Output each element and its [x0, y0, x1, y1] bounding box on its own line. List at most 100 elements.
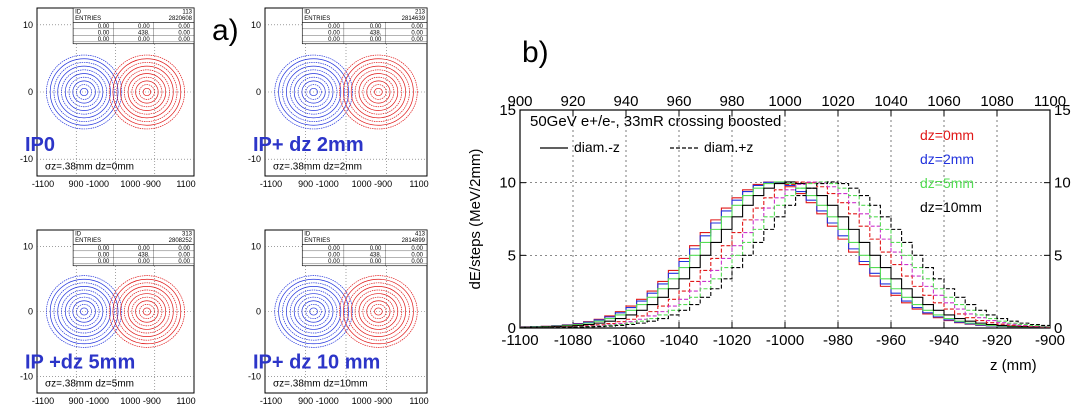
- x-tick-label: -960: [876, 332, 906, 349]
- contour-ring: [305, 84, 322, 100]
- stats-cell: 0.00: [328, 37, 340, 43]
- legend-dz-label: dz=10mm: [920, 199, 982, 215]
- contour-ring: [108, 54, 185, 130]
- legend-dz-label: dz=5mm: [920, 175, 974, 191]
- x-top-tick-label: 1060: [927, 93, 960, 110]
- contour-ring: [142, 307, 152, 316]
- contour-ring: [346, 282, 410, 341]
- x-top-tick-label: 940: [613, 93, 638, 110]
- stats-cell: 438.: [370, 252, 382, 258]
- x-tick-label: -980: [823, 332, 853, 349]
- y-tick-label: 0: [28, 307, 33, 317]
- x-tick-label: 900 -1000: [69, 396, 110, 405]
- contour-ring: [127, 293, 167, 330]
- x-tick-label: -920: [982, 332, 1012, 349]
- y-tick-label: -10: [248, 154, 261, 164]
- x-tick-label: -1060: [607, 332, 645, 349]
- ip-label: IP+ dz 2mm: [253, 134, 364, 156]
- stats-id-value: 313: [182, 232, 193, 238]
- contour-ring: [339, 275, 418, 348]
- sigma-text: σz=.38mm dz=2mm: [273, 161, 362, 172]
- contour-ring: [305, 303, 322, 320]
- x-tick-label: 900 -1000: [298, 396, 339, 405]
- stats-cell: 0.00: [98, 246, 110, 252]
- stats-entries-value: 2814639: [402, 16, 426, 22]
- blue-contours: [46, 54, 123, 130]
- contour-ring: [68, 296, 100, 327]
- contour-ring: [76, 84, 92, 100]
- stats-cell: 0.00: [370, 37, 382, 43]
- contour-ring: [120, 286, 174, 337]
- series-line-6: [520, 181, 1050, 328]
- series-line-5: [520, 181, 1050, 328]
- contour-ring: [366, 80, 391, 104]
- contour-ring: [350, 286, 406, 337]
- contour-ring: [309, 87, 318, 97]
- contour-ring: [79, 307, 89, 316]
- red-contours: [108, 275, 185, 348]
- contour-ring: [374, 87, 383, 97]
- red-contours: [339, 54, 418, 130]
- y-tick-label: -10: [248, 372, 261, 382]
- stats-cell: 0.00: [328, 24, 340, 30]
- stats-box-frame: [301, 7, 428, 45]
- y-tick-label: 0: [256, 87, 261, 97]
- sigma-text: σz=.38mm dz=5mm: [45, 378, 134, 389]
- contour-ring: [116, 62, 178, 122]
- stats-cell: 0.00: [370, 259, 382, 265]
- contour-ring: [131, 76, 163, 108]
- y-tick-label: -10: [20, 372, 33, 382]
- contour-ring: [61, 69, 108, 115]
- contour-ring: [72, 300, 96, 323]
- y-tick-label: 10: [251, 241, 261, 251]
- contour-ring: [370, 303, 387, 320]
- x-top-tick-label: 980: [719, 93, 744, 110]
- contour-ring: [64, 293, 104, 330]
- contour-ring: [76, 303, 92, 320]
- stats-id-label: ID: [304, 10, 311, 16]
- x-tick-label: 900 -1000: [69, 179, 110, 189]
- contour-ring: [370, 84, 387, 100]
- contour-ring: [358, 293, 399, 330]
- contour-ring: [49, 58, 119, 126]
- stats-cell: 0.00: [138, 37, 150, 43]
- x-tick-label: -1000: [766, 332, 804, 349]
- contour-ring: [142, 87, 152, 97]
- contour-ring: [278, 58, 349, 126]
- x-tick-label: -1100: [260, 396, 282, 405]
- y-tick-label: 0: [256, 307, 261, 317]
- stats-cell: 0.00: [178, 246, 190, 252]
- stats-cell: 0.00: [328, 30, 340, 36]
- y-tick-label: 10: [251, 20, 261, 30]
- series-line-8: [520, 181, 1050, 328]
- stats-cell: 0.00: [178, 252, 190, 258]
- contour-ring: [301, 300, 326, 323]
- x-top-tick-label: 960: [666, 93, 691, 110]
- x-tick-label: -1100: [501, 332, 538, 349]
- stats-box-frame: [72, 7, 195, 45]
- y-tick-label: 15: [499, 102, 516, 119]
- contour-ring: [61, 289, 108, 334]
- contour-ring: [297, 296, 330, 327]
- stats-cell: 0.00: [411, 24, 423, 30]
- contour-ring: [68, 76, 100, 108]
- contour-ring: [53, 282, 115, 341]
- stats-cell: 0.00: [328, 252, 340, 258]
- contour-ring: [343, 278, 414, 345]
- series-line-2: [520, 181, 1050, 328]
- x-tick-label: -940: [929, 332, 959, 349]
- stats-cell: 0.00: [370, 24, 382, 30]
- x-tick-label: -900: [1035, 332, 1065, 349]
- contour-ring: [297, 76, 330, 108]
- stats-id-value: 213: [415, 10, 426, 16]
- stats-cell: 0.00: [138, 259, 150, 265]
- stats-cell: 0.00: [328, 259, 340, 265]
- x-tick-label: -1100: [32, 179, 54, 189]
- contour-ring: [301, 80, 326, 104]
- stats-entries-label: ENTRIES: [304, 238, 330, 244]
- stats-cell: 0.00: [328, 246, 340, 252]
